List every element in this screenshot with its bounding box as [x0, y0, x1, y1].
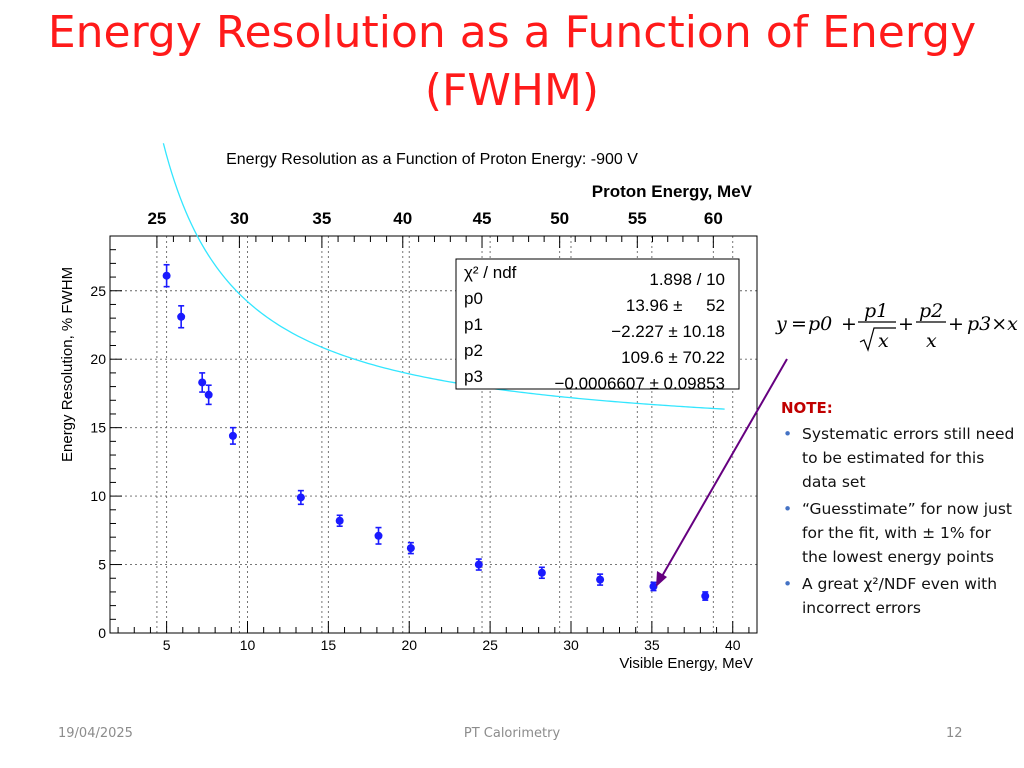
x2-tick-label: 30 [230, 209, 249, 228]
data-point [296, 493, 305, 502]
x-tick-label: 20 [401, 637, 417, 653]
data-point [374, 531, 383, 540]
data-point [198, 378, 207, 387]
x2-tick-label: 25 [147, 209, 166, 228]
fit-formula: y = p0 + p1 x + p2 x + p3×x [775, 300, 1018, 352]
slide-title: Energy Resolution as a Function of Energ… [0, 4, 1024, 120]
x-tick-label: 25 [482, 637, 498, 653]
x2-tick-label: 50 [550, 209, 569, 228]
footer-date: 19/04/2025 [58, 726, 133, 741]
footer-title: PT Calorimetry [463, 726, 561, 741]
stats-name: p2 [464, 341, 483, 360]
y-tick-label: 5 [98, 557, 106, 573]
y-tick-label: 20 [90, 351, 106, 367]
data-point [701, 592, 710, 601]
x-tick-label: 15 [321, 637, 337, 653]
data-point [177, 312, 186, 321]
stats-name: χ² / ndf [464, 263, 517, 282]
annotation-arrow [660, 358, 788, 579]
stats-value: −2.227 ± 10.18 [611, 322, 725, 341]
top-axis-label: Proton Energy, MeV [592, 182, 753, 201]
formula-plus-1: + [841, 313, 857, 335]
note-box: NOTE: • Systematic errors still need to b… [781, 396, 1017, 623]
formula-sqrt-x: x [878, 330, 889, 352]
bullet-icon: • [783, 425, 793, 443]
note-heading: NOTE: [781, 399, 833, 417]
data-point [228, 431, 237, 440]
x2-tick-label: 35 [312, 209, 331, 228]
data-point [406, 544, 415, 553]
x-tick-label: 30 [563, 637, 579, 653]
data-point [335, 516, 344, 525]
data-point [474, 560, 483, 569]
data-point [649, 582, 658, 591]
x-tick-label: 5 [163, 637, 171, 653]
page-number: 12 [946, 726, 963, 741]
x-axis-label: Visible Energy, MeV [619, 655, 753, 672]
data-point [537, 568, 546, 577]
x2-tick-label: 45 [473, 209, 492, 228]
stats-name: p1 [464, 315, 483, 334]
slide-title-line-1: Energy Resolution as a Function of Energ… [47, 7, 977, 58]
stats-value: −0.0006607 ± 0.09853 [554, 374, 725, 393]
stats-value: 1.898 / 10 [649, 270, 725, 289]
data-point [162, 271, 171, 280]
data-point [204, 390, 213, 399]
formula-p3x: p3×x [967, 313, 1018, 335]
formula-plus-2: + [898, 313, 914, 335]
x-tick-label: 10 [240, 637, 256, 653]
stats-name: p3 [464, 367, 483, 386]
y-axis-label: Energy Resolution, % FWHM [59, 267, 76, 462]
formula-p1: p1 [864, 300, 888, 322]
x2-tick-label: 55 [628, 209, 647, 228]
bullet-icon: • [783, 500, 793, 518]
stats-value: 13.96 ± 52 [626, 296, 725, 315]
x-tick-label: 35 [644, 637, 660, 653]
stats-name: p0 [464, 289, 483, 308]
formula-p2: p2 [919, 300, 943, 322]
y-tick-label: 15 [90, 420, 106, 436]
note-bullet-text: Systematic errors still need to be estim… [802, 425, 1015, 491]
stats-box [455, 258, 740, 390]
y-tick-label: 10 [90, 488, 106, 504]
formula-lhs: y [775, 313, 787, 335]
x2-tick-label: 60 [704, 209, 723, 228]
note-list: • Systematic errors still need to be esti… [781, 422, 1017, 620]
formula-p0: p0 [808, 313, 832, 335]
formula-plus-3: + [948, 313, 964, 335]
note-bullet-1: • Systematic errors still need to be esti… [781, 422, 1017, 494]
note-bullet-3: • A great χ²/NDF even with incorrect erro… [781, 572, 1017, 620]
fit-curve [162, 143, 725, 410]
slide-title-line-2: (FWHM) [424, 65, 600, 116]
x2-tick-label: 40 [393, 209, 412, 228]
formula-den-x: x [926, 330, 937, 352]
y-tick-label: 0 [98, 625, 106, 641]
note-bullet-2: • “Guesstimate” for now just for the fit,… [781, 497, 1017, 569]
chart-title: Energy Resolution as a Function of Proto… [226, 151, 638, 168]
formula-equals: = [791, 313, 807, 335]
plot-frame [109, 235, 758, 634]
annotation-arrow-head [656, 571, 667, 587]
bullet-icon: • [783, 575, 793, 593]
note-bullet-text: “Guesstimate” for now just for the fit, … [802, 500, 1012, 566]
stats-value: 109.6 ± 70.22 [621, 348, 725, 367]
data-point [596, 575, 605, 584]
note-bullet-text: A great χ²/NDF even with incorrect error… [802, 575, 998, 617]
y-tick-label: 25 [90, 283, 106, 299]
x-tick-label: 40 [725, 637, 741, 653]
